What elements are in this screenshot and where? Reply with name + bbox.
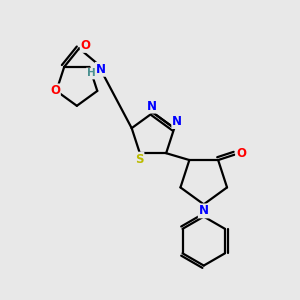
Text: N: N: [199, 204, 209, 218]
Text: S: S: [135, 153, 143, 166]
Text: O: O: [50, 84, 60, 98]
Text: H: H: [87, 68, 95, 79]
Text: N: N: [172, 115, 182, 128]
Text: N: N: [96, 63, 106, 76]
Text: O: O: [236, 147, 246, 160]
Text: N: N: [146, 100, 157, 112]
Text: O: O: [81, 39, 91, 52]
